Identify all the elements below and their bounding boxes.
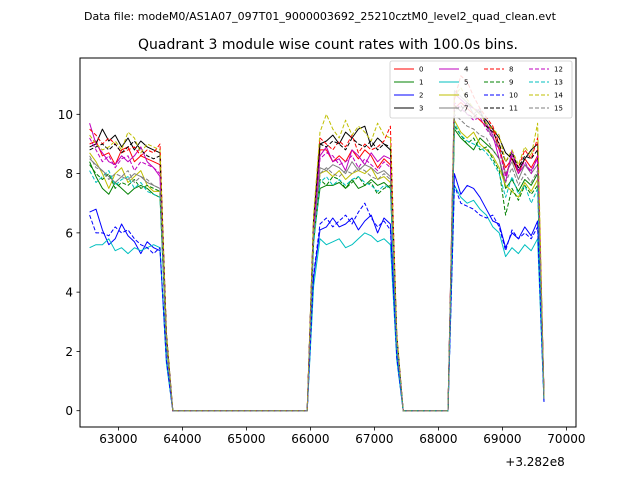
series-line-13 — [89, 122, 545, 412]
x-tick-label: 68000 — [419, 432, 457, 446]
legend-label-12: 12 — [554, 66, 563, 74]
legend-label-9: 9 — [509, 79, 513, 87]
legend-label-7: 7 — [464, 105, 468, 113]
legend-label-6: 6 — [464, 92, 469, 100]
y-tick-label: 6 — [65, 226, 73, 240]
plot-frame — [79, 57, 577, 428]
y-tick-label: 4 — [65, 286, 73, 300]
series-line-8 — [89, 75, 545, 412]
axes: 63000 64000 65000 66000 67000 68000 69000 70000… — [58, 57, 585, 446]
series-line-11 — [89, 104, 545, 412]
x-offset-label: +3.282e8 — [505, 455, 564, 469]
x-tick-label: 66000 — [291, 432, 329, 446]
legend-label-11: 11 — [509, 105, 518, 113]
x-tick-label: 67000 — [355, 432, 393, 446]
legend-label-4: 4 — [464, 66, 469, 74]
y-tick-label: 10 — [58, 108, 73, 122]
legend-label-14: 14 — [554, 92, 563, 100]
series-line-10 — [89, 184, 545, 412]
series-line-9 — [89, 125, 545, 412]
legend-label-0: 0 — [419, 66, 423, 74]
series-line-5 — [89, 184, 545, 412]
suptitle: Data file: modeM0/AS1A07_097T01_90000036… — [84, 10, 557, 23]
legend-label-13: 13 — [554, 79, 563, 87]
legend-label-15: 15 — [554, 105, 563, 113]
chart-title: Quadrant 3 module wise count rates with … — [138, 37, 518, 53]
legend-box — [389, 60, 573, 119]
legend-label-5: 5 — [464, 79, 468, 87]
x-tick-label: 65000 — [227, 432, 265, 446]
legend-label-3: 3 — [419, 105, 423, 113]
y-tick-label: 8 — [65, 167, 73, 181]
x-tick-label: 69000 — [483, 432, 521, 446]
series-line-15 — [89, 113, 545, 412]
y-tick-label: 2 — [65, 345, 73, 359]
legend-label-10: 10 — [509, 92, 518, 100]
x-tick-label: 64000 — [163, 432, 201, 446]
x-tick-label: 70000 — [547, 432, 585, 446]
legend-label-2: 2 — [419, 92, 423, 100]
legend-label-8: 8 — [509, 66, 513, 74]
y-tick-label: 0 — [65, 404, 73, 418]
x-tick-label: 63000 — [99, 432, 137, 446]
legend-label-1: 1 — [419, 79, 423, 87]
plot-area — [89, 75, 545, 412]
